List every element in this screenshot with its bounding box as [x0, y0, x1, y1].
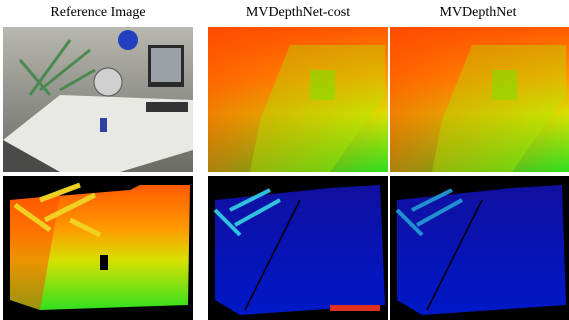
figure: Reference Image MVDepthNet-cost MVDepthN… — [0, 0, 569, 320]
depth-prediction — [208, 27, 388, 172]
error-map — [390, 176, 569, 320]
page: Reference Image MVDepthNet-cost MVDepthN… — [0, 0, 569, 320]
depth-prediction — [390, 27, 569, 172]
column-title: MVDepthNet-cost — [246, 5, 350, 20]
column-title: Reference Image — [50, 5, 145, 20]
column-title: MVDepthNet — [440, 5, 517, 20]
reference-image — [3, 27, 193, 172]
ground-truth-depth — [3, 176, 193, 320]
error-map — [208, 176, 388, 320]
